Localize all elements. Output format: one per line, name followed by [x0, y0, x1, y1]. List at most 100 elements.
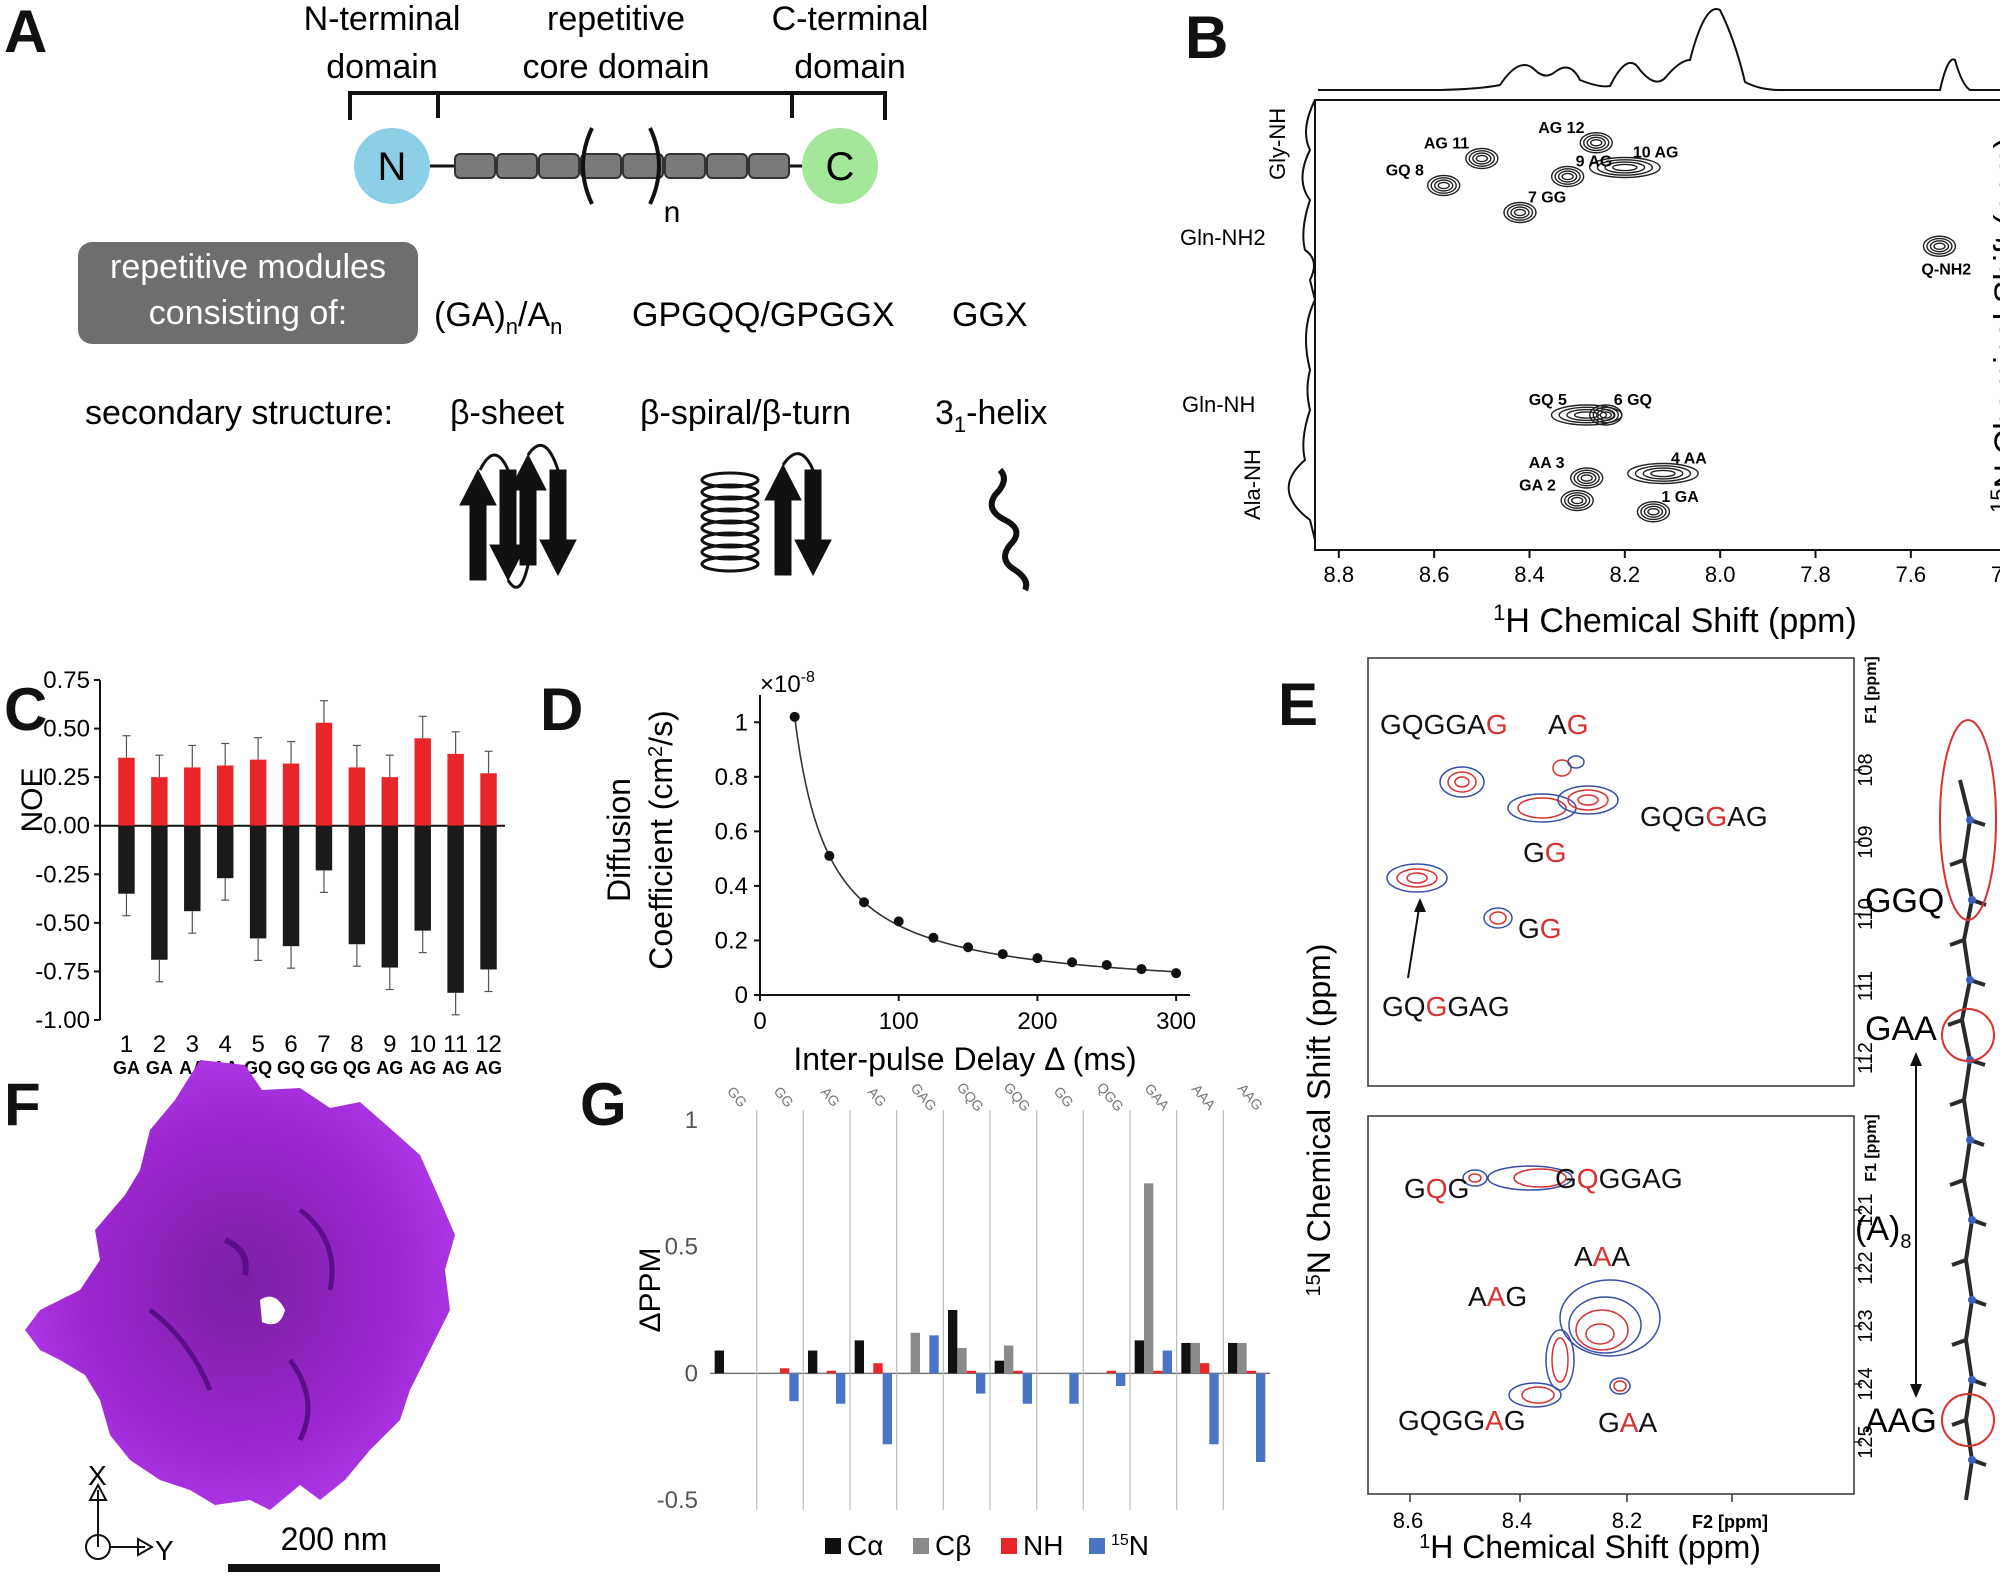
g-bar: [1153, 1370, 1163, 1374]
g-category-label: AG: [865, 1084, 890, 1110]
b-peak-contour: [1933, 242, 1946, 251]
b-peak-contour: [1434, 179, 1454, 192]
e-circle-aag: [1941, 1393, 1995, 1447]
g-legend-label: Cα: [847, 1530, 883, 1561]
b-peak-contour: [1561, 172, 1574, 181]
b-peak-contour: [1636, 501, 1671, 523]
panel-label-a: A: [4, 0, 48, 65]
b-peak-contour: [1567, 494, 1587, 507]
e-peak-label: GQGGAG: [1382, 991, 1510, 1022]
modules-box-label-1: repetitive modules: [110, 248, 386, 286]
panel-b-spectrum: 8.88.68.48.28.07.87.67.4 107109111113115…: [1180, 8, 2000, 640]
c-bar: [151, 777, 168, 826]
e-bottom-frame: [1367, 1115, 1855, 1495]
c-category-label: 10: [409, 1031, 436, 1058]
e-ytick: 124: [1855, 1367, 1877, 1400]
g-bar: [1022, 1373, 1032, 1404]
e-ytick: 110: [1855, 898, 1877, 930]
g-category-label: GAG: [908, 1080, 940, 1114]
b-peak-contour: [1557, 170, 1578, 183]
n-circle-label: N: [378, 145, 407, 189]
b-peak-contour: [1926, 237, 1953, 255]
e-peak-label: AG: [1548, 709, 1588, 740]
g-legend-label: Cβ: [935, 1530, 971, 1561]
module-3: GGX: [952, 296, 1028, 334]
e-peak-label: AAG: [1468, 1281, 1527, 1312]
g-bar: [873, 1363, 883, 1374]
particle-density: [25, 1060, 455, 1510]
e-side-gaa: GAA: [1865, 1010, 1937, 1048]
g-category-label: GQG: [1001, 1079, 1034, 1114]
g-legend-swatch: [1089, 1538, 1105, 1554]
b-peak-label: AA 3: [1529, 455, 1565, 472]
panel-a-diagram: N-terminal domain repetitive core domain…: [78, 0, 1047, 592]
c-residue-label: GA: [146, 1058, 173, 1078]
g-category-label: AAG: [1235, 1080, 1266, 1113]
d-point: [1067, 957, 1078, 968]
b-peak-contour: [1510, 206, 1530, 219]
panel-label-c: C: [4, 676, 48, 743]
left-1d-trace: [1287, 99, 1317, 541]
g-bar: [789, 1373, 799, 1402]
e-peak-label: GAA: [1598, 1407, 1657, 1438]
g-category-label: GG: [1051, 1083, 1077, 1110]
d-point: [859, 897, 870, 908]
b-xtick: 8.0: [1705, 562, 1736, 587]
b-peak-contour: [1604, 161, 1646, 174]
modules-box-label-2: consisting of:: [149, 294, 347, 332]
c-bar: [184, 825, 201, 912]
c-bar: [348, 825, 366, 945]
c-residue-label: AG: [409, 1058, 436, 1078]
c-residue-label: AG: [475, 1058, 502, 1078]
d-ylabel-1: Diffusion: [601, 778, 637, 902]
g-category-label: GG: [771, 1083, 797, 1110]
c-circle-label: C: [826, 145, 855, 189]
n-domain-circle: [354, 128, 430, 204]
c-residue-label: QG: [343, 1058, 371, 1078]
c-residue-label: AG: [376, 1058, 403, 1078]
panel-label-f: F: [4, 1071, 41, 1138]
c-ytick: 0.00: [43, 813, 90, 840]
b-peak-contour: [1586, 136, 1606, 149]
c-ytick: -0.25: [35, 861, 90, 888]
d-ytick: 0.4: [715, 873, 748, 900]
b-peak-label: 7 GG: [1528, 190, 1566, 207]
structure-beta-sheet: β-sheet: [450, 394, 565, 432]
d-ytick: 0.6: [715, 818, 748, 845]
g-ytick: 1: [685, 1107, 698, 1134]
e-xlabel: 1H Chemical Shift (ppm): [1419, 1529, 1761, 1565]
c-bar: [381, 777, 399, 826]
b-peak-label: 10 AG: [1633, 145, 1679, 162]
e-peak-label: GQGGAG: [1555, 1163, 1683, 1194]
g-bar: [1200, 1363, 1210, 1374]
d-point: [1101, 960, 1112, 970]
e-ytick-unit: F1 [ppm]: [1863, 1114, 1880, 1182]
b-peak-label: AG 11: [1424, 136, 1469, 153]
g-bar: [836, 1373, 846, 1404]
d-xtick: 100: [879, 1008, 919, 1035]
b-peak-contour: [1599, 411, 1612, 419]
g-bar: [948, 1310, 958, 1374]
c-category-label: 11: [443, 1031, 468, 1058]
panel-f-image: X Y 200 nm: [25, 1060, 455, 1572]
e-peak-label: GQGGAG: [1398, 1405, 1526, 1436]
panel-label-e: E: [1278, 671, 1319, 738]
c-category-label: 3: [186, 1031, 199, 1058]
g-category-label: GG: [724, 1083, 750, 1110]
e-peak-label: GG: [1518, 913, 1562, 944]
e-peak-label: AAA: [1574, 1241, 1630, 1272]
b-peak-contour: [1627, 462, 1699, 485]
d-xtick: 300: [1156, 1008, 1196, 1035]
c-category-label: 5: [251, 1031, 264, 1058]
b-xlabel: 1H Chemical Shift (ppm): [1493, 600, 1857, 640]
g-bar: [994, 1360, 1004, 1374]
e-ytick: 125: [1855, 1425, 1877, 1458]
e-circle-gaa: [1941, 1008, 1995, 1062]
b-xtick: 8.6: [1419, 562, 1450, 587]
c-bar: [151, 825, 168, 960]
g-bar: [929, 1335, 939, 1374]
c-bar: [480, 773, 497, 826]
b-peak-contour: [1589, 404, 1623, 426]
helix-icon: [988, 467, 1030, 592]
g-ylabel: ΔPPM: [634, 1247, 667, 1332]
